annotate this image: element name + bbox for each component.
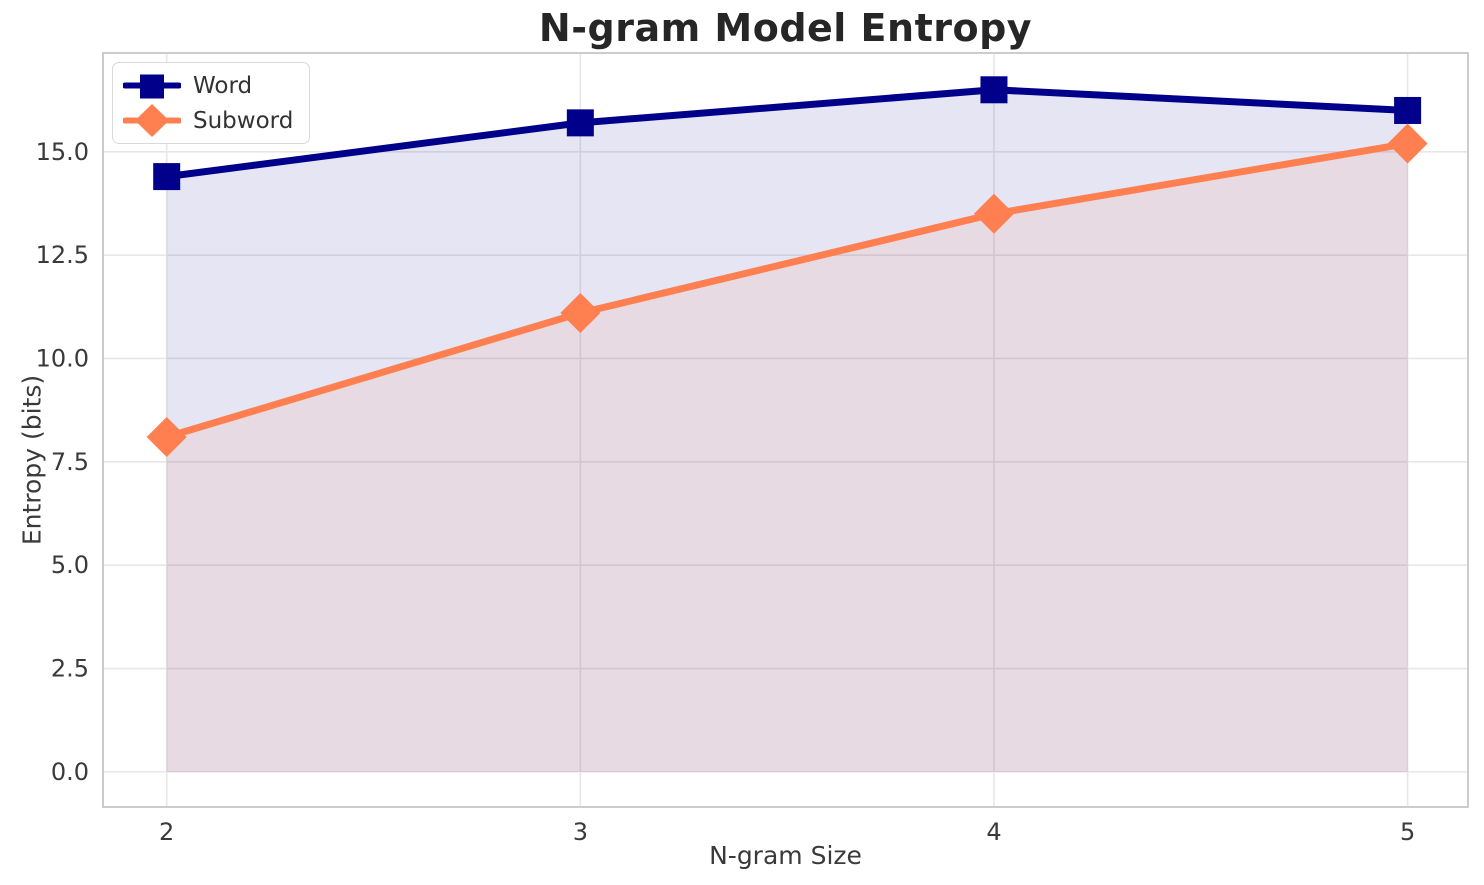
square-marker-icon [123, 74, 181, 99]
y-tick-label: 10.0 [36, 344, 89, 372]
x-tick-label: 2 [159, 818, 174, 846]
plot-border [102, 52, 1469, 808]
legend-item-subword: Subword [123, 104, 293, 137]
y-tick-label: 2.5 [51, 655, 89, 683]
y-tick-label: 0.0 [51, 758, 89, 786]
marker-diamond-subword [146, 417, 187, 458]
legend-label: Word [193, 72, 253, 99]
series-line-word [163, 86, 1412, 181]
y-tick-label: 7.5 [51, 448, 89, 476]
x-axis-title: N-gram Size [709, 841, 862, 870]
y-tick-label: 12.5 [36, 241, 89, 269]
marker-square-word [566, 109, 594, 137]
marker-diamond-subword [560, 293, 601, 334]
series-line-subword [163, 140, 1412, 441]
x-tick-label: 3 [573, 818, 588, 846]
marker-diamond-subword [973, 193, 1014, 234]
marker-diamond-subword [1387, 123, 1428, 164]
y-tick-label: 5.0 [51, 551, 89, 579]
legend-item-word: Word [123, 69, 293, 102]
area-fill-subword [166, 143, 1408, 772]
marker-square-word [980, 76, 1008, 104]
legend-label: Subword [193, 107, 294, 134]
x-tick-label: 5 [1400, 818, 1415, 846]
marker-square-word [1394, 96, 1422, 124]
y-tick-label: 15.0 [36, 138, 89, 166]
marker-square-word [153, 163, 181, 191]
chart-title: N-gram Model Entropy [538, 6, 1033, 50]
area-fill-word [166, 89, 1408, 772]
y-axis-title: Entropy (bits) [17, 374, 47, 546]
diamond-marker-icon [123, 104, 181, 137]
x-tick-label: 4 [986, 818, 1001, 846]
legend: Word Subword [112, 62, 311, 144]
